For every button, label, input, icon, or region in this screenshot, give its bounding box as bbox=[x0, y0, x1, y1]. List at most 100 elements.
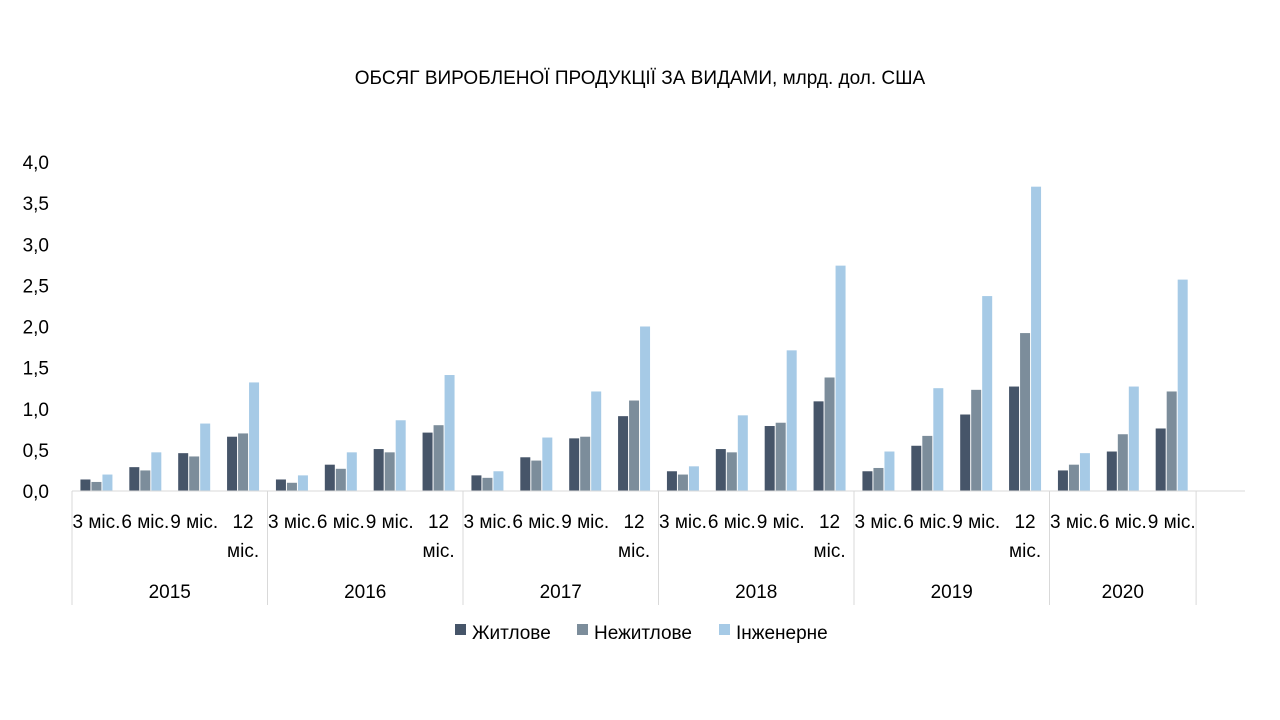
bar-1 bbox=[91, 481, 102, 491]
bar-1 bbox=[971, 389, 982, 491]
x-group-label: 2017 bbox=[540, 582, 582, 603]
x-category-label-line: 12 bbox=[428, 512, 449, 533]
x-category-label: 9 міс. bbox=[366, 512, 414, 533]
y-tick-label: 4,0 bbox=[23, 153, 49, 174]
bar-0 bbox=[227, 436, 238, 491]
x-category-label: 9 міс. bbox=[757, 512, 805, 533]
bar-0 bbox=[960, 414, 971, 491]
x-category-label: 6 міс. bbox=[903, 512, 951, 533]
bar-2 bbox=[346, 452, 357, 491]
bar-2 bbox=[1128, 386, 1139, 491]
x-category-label: 6 міс. bbox=[708, 512, 756, 533]
x-category-label-line: міс. bbox=[423, 541, 455, 562]
x-category-label-line: міс. bbox=[618, 541, 650, 562]
x-category-label: 9 міс. bbox=[1148, 512, 1196, 533]
x-category-label-line: 12 bbox=[819, 512, 840, 533]
x-category-label-line: міс. bbox=[814, 541, 846, 562]
legend-swatch-0 bbox=[455, 624, 466, 635]
bar-1 bbox=[140, 470, 151, 491]
bar-2 bbox=[542, 437, 553, 491]
x-category-label: 6 міс. bbox=[512, 512, 560, 533]
x-category-label: 6 міс. bbox=[1099, 512, 1147, 533]
x-category-label: 9 міс. bbox=[561, 512, 609, 533]
bar-0 bbox=[618, 416, 629, 491]
bar-0 bbox=[764, 426, 775, 491]
legend-swatch-2 bbox=[719, 624, 730, 635]
x-category-label: 3 міс. bbox=[854, 512, 902, 533]
bar-0 bbox=[178, 453, 189, 491]
bar-2 bbox=[102, 474, 113, 491]
bar-1 bbox=[580, 436, 591, 491]
bar-2 bbox=[884, 451, 895, 491]
x-category-label-line: міс. bbox=[227, 541, 259, 562]
bar-2 bbox=[640, 326, 651, 491]
bar-2 bbox=[200, 423, 211, 491]
bar-2 bbox=[737, 415, 748, 491]
bar-2 bbox=[1031, 186, 1042, 492]
bar-1 bbox=[1068, 464, 1079, 491]
bar-1 bbox=[433, 425, 444, 491]
y-tick-label: 2,5 bbox=[23, 276, 49, 297]
bar-0 bbox=[275, 479, 286, 491]
bar-2 bbox=[151, 452, 162, 491]
x-category-label: 3 міс. bbox=[659, 512, 707, 533]
bar-1 bbox=[531, 460, 542, 491]
x-category-label: 12 міс. bbox=[423, 512, 455, 562]
bar-1 bbox=[824, 377, 835, 491]
bar-1 bbox=[629, 400, 640, 491]
legend-swatch-1 bbox=[577, 624, 588, 635]
x-category-label-line: 12 bbox=[1014, 512, 1035, 533]
bar-0 bbox=[666, 471, 677, 491]
bar-2 bbox=[1177, 279, 1188, 491]
bar-2 bbox=[786, 350, 797, 491]
x-category-label: 3 міс. bbox=[268, 512, 316, 533]
x-category-label-line: 12 bbox=[623, 512, 644, 533]
x-category-label: 3 міс. bbox=[463, 512, 511, 533]
bar-1 bbox=[677, 474, 688, 491]
legend: Житлове Нежитлове Інженерне bbox=[455, 623, 828, 644]
x-category-label: 12 міс. bbox=[618, 512, 650, 562]
y-tick-label: 0,0 bbox=[23, 482, 49, 503]
bar-0 bbox=[471, 475, 482, 491]
y-tick-label: 3,0 bbox=[23, 235, 49, 256]
bar-1 bbox=[384, 452, 395, 491]
y-axis: 0,0 0,5 1,0 1,5 2,0 2,5 3,0 3,5 4,0 bbox=[23, 153, 49, 503]
bar-2 bbox=[493, 471, 504, 491]
bar-2 bbox=[933, 388, 944, 491]
bar-0 bbox=[862, 471, 873, 491]
y-tick-label: 0,5 bbox=[23, 441, 49, 462]
bar-0 bbox=[1106, 451, 1117, 491]
x-group-label: 2020 bbox=[1102, 582, 1144, 603]
legend-label: Нежитлове bbox=[594, 623, 692, 644]
bar-1 bbox=[286, 482, 297, 491]
bar-0 bbox=[1155, 428, 1166, 491]
bar-0 bbox=[911, 445, 922, 491]
y-tick-label: 1,5 bbox=[23, 359, 49, 380]
bar-1 bbox=[335, 468, 346, 491]
bar-1 bbox=[1166, 391, 1177, 491]
bar-2 bbox=[1079, 453, 1090, 491]
x-group-label: 2019 bbox=[931, 582, 973, 603]
bar-1 bbox=[873, 467, 884, 491]
y-tick-label: 3,5 bbox=[23, 194, 49, 215]
bar-2 bbox=[395, 420, 406, 491]
bar-2 bbox=[249, 382, 260, 491]
bar-1 bbox=[189, 456, 200, 491]
x-category-label-line: міс. bbox=[1009, 541, 1041, 562]
bar-2 bbox=[591, 391, 602, 491]
bar-0 bbox=[1009, 386, 1020, 491]
x-group-label: 2018 bbox=[735, 582, 777, 603]
bar-1 bbox=[482, 477, 493, 491]
x-category-label: 6 міс. bbox=[121, 512, 169, 533]
bar-2 bbox=[835, 265, 846, 491]
x-category-label: 9 міс. bbox=[170, 512, 218, 533]
bar-2 bbox=[297, 475, 308, 491]
bar-0 bbox=[1057, 470, 1068, 491]
legend-label: Інженерне bbox=[736, 623, 828, 644]
bar-0 bbox=[715, 449, 726, 491]
bar-1 bbox=[238, 433, 249, 491]
bar-0 bbox=[422, 432, 433, 491]
x-category-label: 9 міс. bbox=[952, 512, 1000, 533]
